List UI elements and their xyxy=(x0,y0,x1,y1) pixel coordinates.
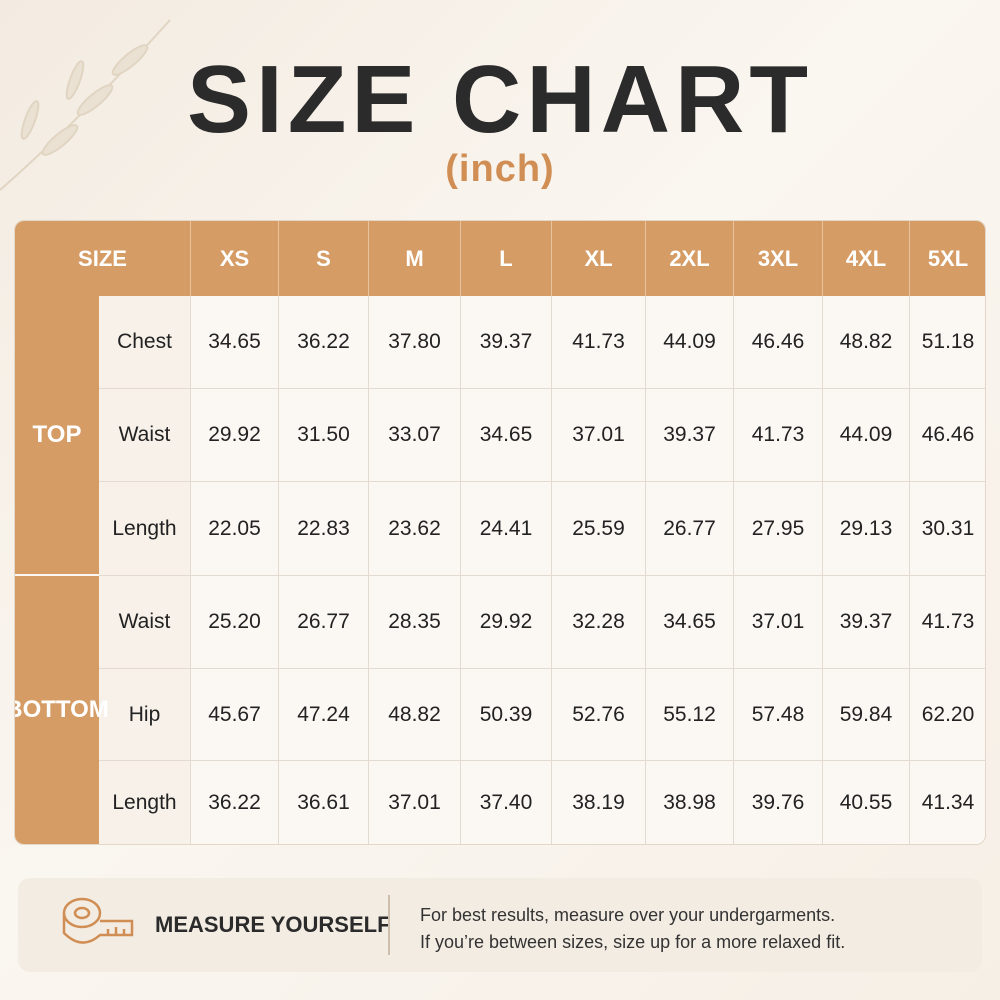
value-cell: 34.65 xyxy=(191,296,279,389)
value-cell: 55.12 xyxy=(646,669,734,761)
value-cell: 39.37 xyxy=(823,576,910,669)
size-header: L xyxy=(461,221,552,296)
value-cell: 32.28 xyxy=(552,576,646,669)
value-cell: 41.34 xyxy=(910,761,985,844)
value-cell: 36.22 xyxy=(279,296,369,389)
value-cell: 41.73 xyxy=(552,296,646,389)
value-cell: 29.92 xyxy=(191,389,279,482)
row-label: Length xyxy=(99,482,191,576)
value-cell: 50.39 xyxy=(461,669,552,761)
size-header: 2XL xyxy=(646,221,734,296)
value-cell: 34.65 xyxy=(461,389,552,482)
value-cell: 37.01 xyxy=(552,389,646,482)
value-cell: 28.35 xyxy=(369,576,461,669)
value-cell: 26.77 xyxy=(646,482,734,576)
tape-icon xyxy=(62,897,134,944)
value-cell: 39.76 xyxy=(734,761,823,844)
corner-header: SIZE xyxy=(15,221,191,296)
value-cell: 62.20 xyxy=(910,669,985,761)
value-cell: 27.95 xyxy=(734,482,823,576)
size-header: 4XL xyxy=(823,221,910,296)
value-cell: 30.31 xyxy=(910,482,985,576)
value-cell: 37.01 xyxy=(734,576,823,669)
row-label: Hip xyxy=(99,669,191,761)
value-cell: 46.46 xyxy=(910,389,985,482)
size-table: SIZE XS S M L XL 2XL 3XL 4XL 5XL Chest 34.65 36.22 37… xyxy=(14,220,986,845)
size-header: 5XL xyxy=(910,221,985,296)
value-cell: 31.50 xyxy=(279,389,369,482)
value-cell: 23.62 xyxy=(369,482,461,576)
value-cell: 45.67 xyxy=(191,669,279,761)
size-header: XS xyxy=(191,221,279,296)
divider xyxy=(388,895,390,955)
size-header: M xyxy=(369,221,461,296)
value-cell: 29.13 xyxy=(823,482,910,576)
value-cell: 36.22 xyxy=(191,761,279,844)
value-cell: 25.59 xyxy=(552,482,646,576)
subtitle: (inch) xyxy=(445,148,555,190)
value-cell: 22.05 xyxy=(191,482,279,576)
value-cell: 34.65 xyxy=(646,576,734,669)
value-cell: 29.92 xyxy=(461,576,552,669)
footer-line: If you’re between sizes, size up for a m… xyxy=(420,932,846,952)
value-cell: 44.09 xyxy=(646,296,734,389)
value-cell: 37.01 xyxy=(369,761,461,844)
value-cell: 37.80 xyxy=(369,296,461,389)
row-label: Waist xyxy=(99,576,191,669)
value-cell: 24.41 xyxy=(461,482,552,576)
value-cell: 48.82 xyxy=(823,296,910,389)
row-label: Chest xyxy=(99,296,191,389)
value-cell: 26.77 xyxy=(279,576,369,669)
value-cell: 39.37 xyxy=(646,389,734,482)
value-cell: 48.82 xyxy=(369,669,461,761)
footer-line: For best results, measure over your unde… xyxy=(420,905,836,925)
row-label: Length xyxy=(99,761,191,844)
value-cell: 22.83 xyxy=(279,482,369,576)
value-cell: 44.09 xyxy=(823,389,910,482)
size-header: XL xyxy=(552,221,646,296)
value-cell: 46.46 xyxy=(734,296,823,389)
leaf-decoration xyxy=(0,19,171,191)
value-cell: 59.84 xyxy=(823,669,910,761)
size-header: S xyxy=(279,221,369,296)
value-cell: 37.40 xyxy=(461,761,552,844)
value-cell: 33.07 xyxy=(369,389,461,482)
value-cell: 41.73 xyxy=(734,389,823,482)
row-label: Waist xyxy=(99,389,191,482)
value-cell: 57.48 xyxy=(734,669,823,761)
group-label: TOP xyxy=(15,296,99,576)
value-cell: 25.20 xyxy=(191,576,279,669)
group-label: BOTTOM xyxy=(15,576,109,844)
value-cell: 39.37 xyxy=(461,296,552,389)
value-cell: 51.18 xyxy=(910,296,985,389)
value-cell: 36.61 xyxy=(279,761,369,844)
value-cell: 40.55 xyxy=(823,761,910,844)
value-cell: 41.73 xyxy=(910,576,985,669)
value-cell: 38.98 xyxy=(646,761,734,844)
value-cell: 47.24 xyxy=(279,669,369,761)
size-header: 3XL xyxy=(734,221,823,296)
footer-heading: MEASURE YOURSELF xyxy=(155,912,391,937)
title: SIZE CHART xyxy=(187,46,813,153)
footer-panel xyxy=(18,878,982,972)
value-cell: 52.76 xyxy=(552,669,646,761)
value-cell: 38.19 xyxy=(552,761,646,844)
